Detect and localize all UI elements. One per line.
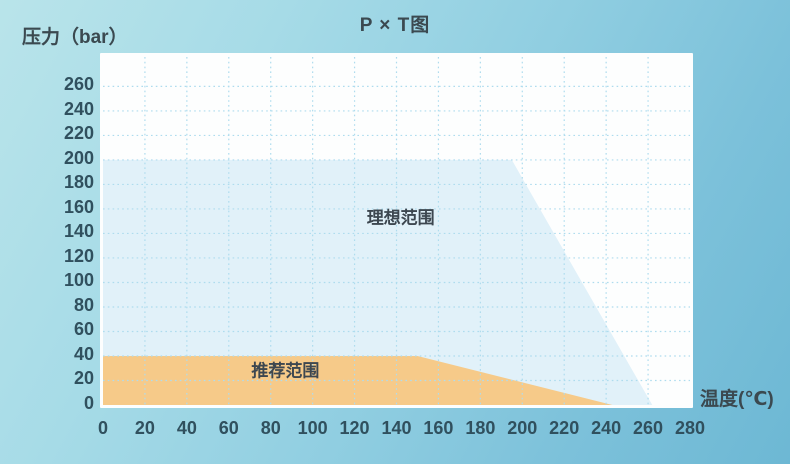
x-tick-label: 260 xyxy=(633,418,664,438)
x-tick-label: 180 xyxy=(465,418,496,438)
y-tick-label: 60 xyxy=(73,319,94,340)
x-tick-label: 140 xyxy=(381,418,412,438)
y-tick-label: 0 xyxy=(83,393,94,413)
x-axis-title: 温度(℃) xyxy=(700,389,774,410)
x-tick-label: 240 xyxy=(591,418,622,438)
x-tick-label: 200 xyxy=(507,418,538,438)
y-tick-label: 140 xyxy=(63,221,94,242)
x-tick-label: 40 xyxy=(176,418,197,438)
x-tick-label: 220 xyxy=(549,418,580,438)
y-tick-label: 120 xyxy=(63,245,94,266)
y-tick-label: 100 xyxy=(63,270,94,291)
x-tick-label: 0 xyxy=(97,418,108,438)
chart-canvas xyxy=(103,57,690,405)
plot-area: 理想范围推荐范围 xyxy=(100,53,693,408)
y-tick-label: 20 xyxy=(73,368,94,389)
x-tick-label: 280 xyxy=(674,418,706,438)
plot-grid: 理想范围推荐范围 xyxy=(103,57,690,405)
x-tick-label: 20 xyxy=(134,418,155,438)
y-tick-label: 180 xyxy=(63,172,94,193)
chart-title: P × T图 xyxy=(359,15,431,36)
y-tick-label: 160 xyxy=(63,196,94,217)
x-tick-label: 100 xyxy=(297,418,328,438)
recommended-range-label: 推荐范围 xyxy=(251,361,320,381)
y-axis-ticks: 0 20 40 60 80 100 120 140 160 180 200 220 240 260 xyxy=(36,0,94,464)
ideal-range-label: 理想范围 xyxy=(366,208,435,228)
y-tick-label: 40 xyxy=(73,343,94,364)
x-tick-label: 120 xyxy=(339,418,370,438)
x-tick-label: 160 xyxy=(423,418,454,438)
x-tick-label: 80 xyxy=(260,418,281,438)
x-axis-ticks: 0 20 40 60 80 100 120 140 160 180 200 220 240 260 280 xyxy=(0,417,790,443)
x-tick-label: 60 xyxy=(218,418,239,438)
y-tick-label: 260 xyxy=(63,74,94,95)
y-tick-label: 220 xyxy=(63,123,94,144)
y-axis-title: 压力（bar） xyxy=(22,27,128,48)
y-tick-label: 80 xyxy=(73,294,94,315)
y-tick-label: 240 xyxy=(63,98,94,119)
y-tick-label: 200 xyxy=(63,147,94,168)
